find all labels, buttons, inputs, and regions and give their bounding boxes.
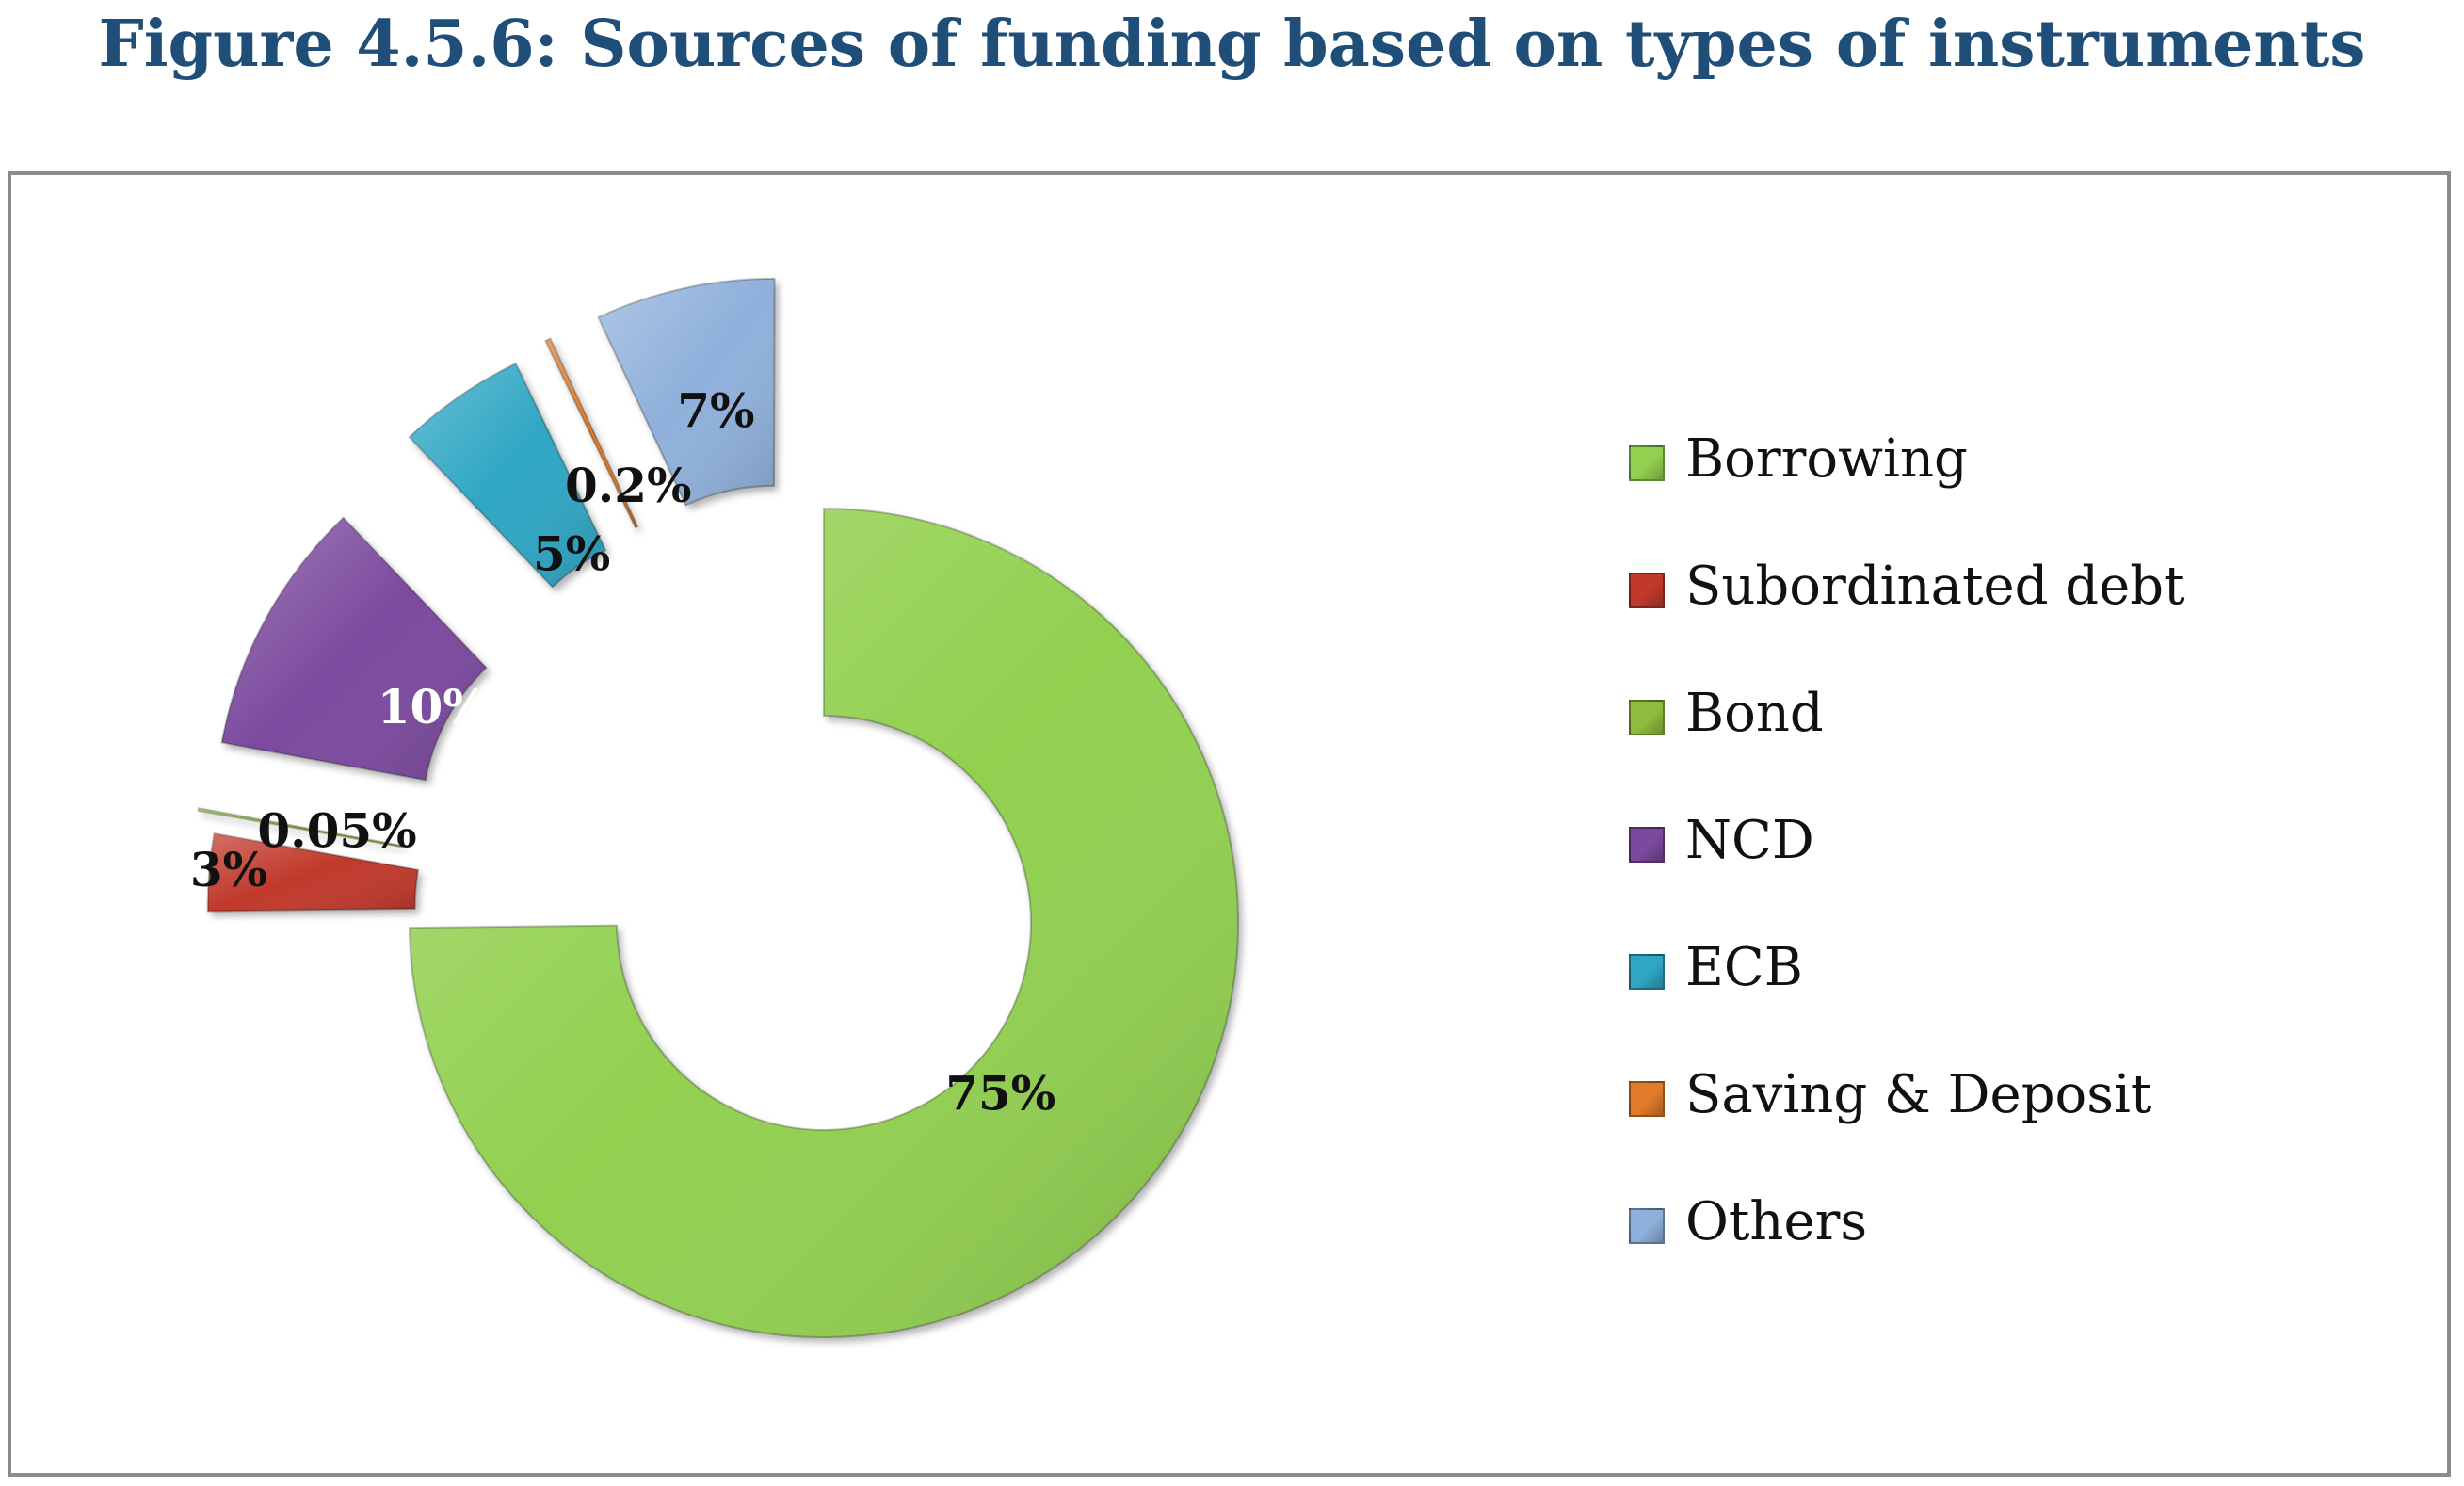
data-label-subordinated-debt: 3% bbox=[190, 842, 267, 897]
data-label-borrowing: 75% bbox=[945, 1066, 1055, 1122]
legend-item-ecb: ECB bbox=[1629, 904, 2401, 1031]
legend-label: NCD bbox=[1685, 810, 1814, 871]
legend-label: Subordinated debt bbox=[1685, 556, 2185, 617]
donut-slices bbox=[197, 277, 1239, 1338]
slice-subordinated-debt bbox=[206, 832, 420, 913]
legend-label: ECB bbox=[1685, 937, 1803, 998]
legend-item-ncd: NCD bbox=[1629, 777, 2401, 904]
slice-ecb bbox=[408, 362, 607, 589]
slice-saving-deposit bbox=[544, 337, 639, 529]
legend-item-saving-deposit: Saving & Deposit bbox=[1629, 1031, 2401, 1158]
legend-label: Saving & Deposit bbox=[1685, 1064, 2152, 1125]
data-label-saving-deposit: 0.2% bbox=[565, 458, 692, 513]
legend-swatch bbox=[1629, 1207, 1665, 1244]
data-label-others: 7% bbox=[677, 383, 754, 439]
slice-bond bbox=[197, 807, 404, 848]
legend-swatch bbox=[1629, 699, 1665, 735]
data-label-ncd: 10% bbox=[378, 679, 488, 735]
legend-swatch bbox=[1629, 572, 1665, 608]
legend-label: Others bbox=[1685, 1191, 1868, 1252]
chart-title: Figure 4.5.6: Sources of funding based o… bbox=[98, 7, 2366, 82]
legend-item-others: Others bbox=[1629, 1158, 2401, 1285]
legend-label: Borrowing bbox=[1685, 428, 1968, 490]
legend-swatch bbox=[1629, 1080, 1665, 1117]
chart-frame bbox=[8, 171, 2451, 1477]
legend-item-bond: Bond bbox=[1629, 650, 2401, 777]
slice-borrowing bbox=[409, 507, 1239, 1338]
legend-swatch bbox=[1629, 444, 1665, 481]
legend-swatch bbox=[1629, 953, 1665, 990]
legend-label: Bond bbox=[1685, 683, 1824, 744]
chart-legend: Borrowing Subordinated debt Bond NCD ECB Savi… bbox=[1629, 396, 2401, 1285]
legend-item-borrowing: Borrowing bbox=[1629, 396, 2401, 523]
legend-swatch bbox=[1629, 826, 1665, 863]
data-label-ecb: 5% bbox=[533, 526, 610, 582]
data-labels: 75% 3%0.05% 10% 5% 0.2% 7% bbox=[190, 383, 1055, 1122]
legend-item-subordinated-debt: Subordinated debt bbox=[1629, 523, 2401, 650]
data-label-bond: 0.05% bbox=[257, 802, 416, 858]
slice-ncd bbox=[220, 516, 488, 782]
slice-others bbox=[597, 277, 776, 507]
